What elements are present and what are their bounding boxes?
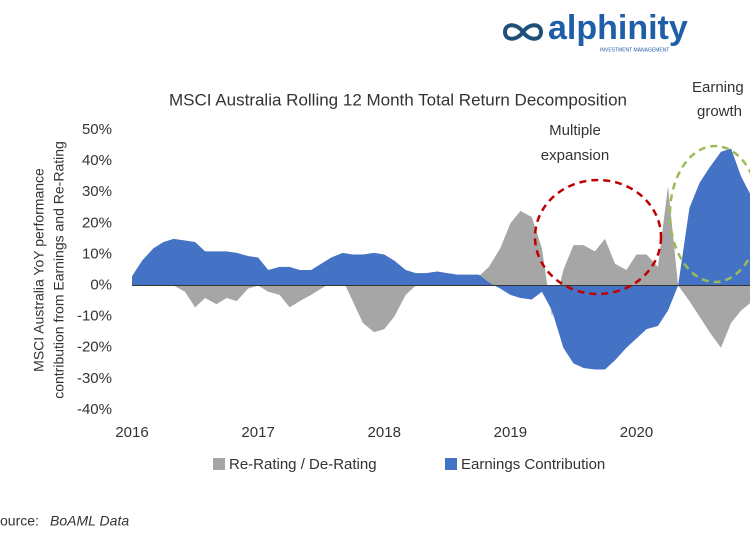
y-axis-label: contribution from Earnings and Re-Rating — [51, 141, 67, 399]
annotation: growth — [697, 103, 742, 120]
annotation: expansion — [541, 147, 609, 164]
logo-text: alphinity — [548, 9, 688, 47]
y-tick-label: 50% — [82, 121, 112, 138]
y-tick-label: 30% — [82, 183, 112, 200]
y-tick-label: -10% — [77, 308, 112, 325]
annotation-ellipse — [668, 144, 750, 284]
logo-subtitle: INVESTMENT MANAGEMENT — [600, 47, 669, 53]
x-tick-label: 2020 — [620, 424, 653, 441]
y-axis-label: MSCI Australia YoY performance — [31, 168, 47, 372]
annotation: Multiple — [549, 122, 601, 139]
area — [132, 148, 750, 370]
y-tick-label: -40% — [77, 401, 112, 418]
x-tick-label: 2016 — [115, 424, 148, 441]
legend-swatch — [445, 458, 457, 470]
annotation: Earning — [692, 79, 744, 96]
y-tick-label: 0% — [90, 277, 112, 294]
plot-area — [132, 148, 750, 370]
y-tick-label: 10% — [82, 245, 112, 262]
legend-label: Re-Rating / De-Rating — [229, 456, 377, 473]
x-tick-label: 2018 — [368, 424, 401, 441]
y-tick-label: -20% — [77, 339, 112, 356]
source: BoAML Data — [50, 513, 129, 529]
y-tick-label: 40% — [82, 152, 112, 169]
source-label: ource: — [0, 513, 39, 529]
x-tick-label: 2017 — [241, 424, 274, 441]
legend-swatch — [213, 458, 225, 470]
legend-label: Earnings Contribution — [461, 456, 605, 473]
y-tick-label: -30% — [77, 370, 112, 387]
annotation-ellipse — [533, 178, 663, 296]
x-tick-label: 2019 — [494, 424, 527, 441]
logo-icon — [502, 23, 544, 41]
y-tick-label: 20% — [82, 214, 112, 231]
logo: alphinity INVESTMENT MANAGEMENT — [502, 9, 688, 53]
chart-title: MSCI Australia Rolling 12 Month Total Re… — [169, 90, 627, 109]
